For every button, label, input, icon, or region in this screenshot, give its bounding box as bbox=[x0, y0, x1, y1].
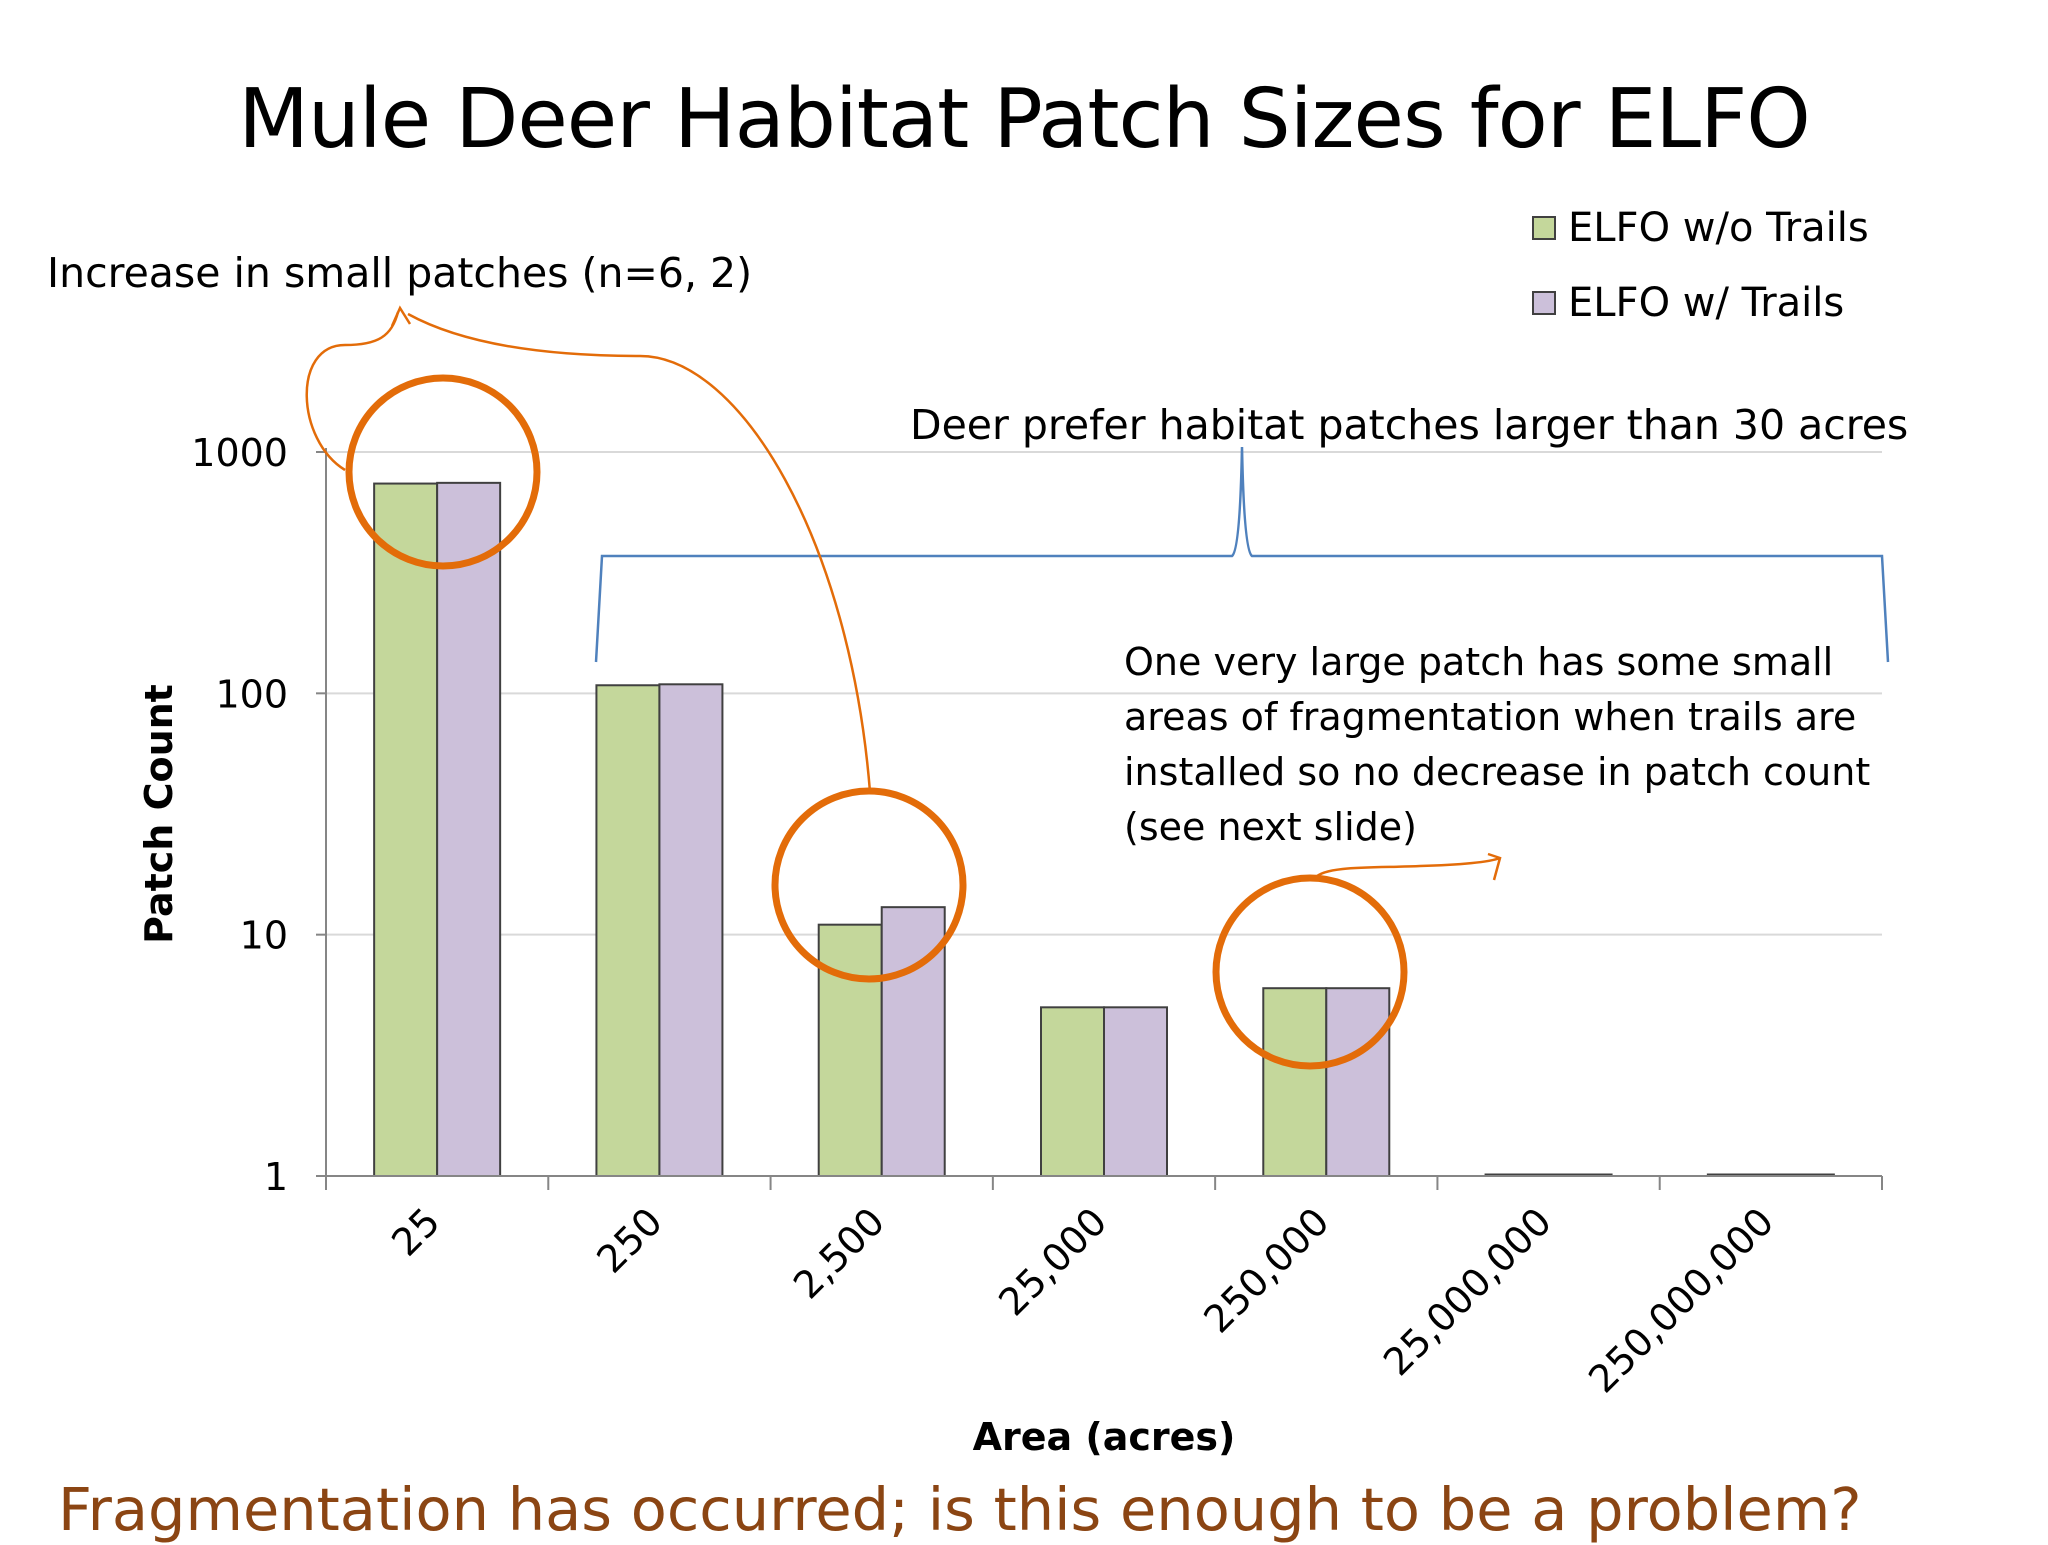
legend-label: ELFO w/o Trails bbox=[1568, 205, 1869, 251]
footer-question: Fragmentation has occurred; is this enou… bbox=[58, 1475, 1862, 1544]
annotation-large-patch-line: One very large patch has some small bbox=[1124, 640, 1834, 684]
bar bbox=[1262, 987, 1328, 1178]
x-tick-label: 250,000 bbox=[1195, 1199, 1337, 1341]
bar bbox=[1040, 1006, 1105, 1177]
x-tick-label: 2,500 bbox=[785, 1199, 893, 1307]
annotation-small-patches: Increase in small patches (n=6, 2) bbox=[47, 249, 753, 297]
bar bbox=[436, 481, 502, 1177]
connector-large-patch bbox=[1314, 856, 1501, 879]
x-tick-label: 250,000,000 bbox=[1580, 1199, 1782, 1401]
preference-brace bbox=[594, 446, 1890, 663]
highlight-circle-250000 bbox=[1212, 874, 1408, 1070]
x-tick-label: 25,000 bbox=[990, 1199, 1115, 1324]
legend-label: ELFO w/ Trails bbox=[1568, 280, 1845, 326]
legend-item-with-trails: ELFO w/ Trails bbox=[1532, 280, 1844, 326]
bars bbox=[373, 481, 1835, 1178]
annotation-deer-prefer: Deer prefer habitat patches larger than … bbox=[910, 401, 1909, 449]
y-tick-label: 100 bbox=[215, 672, 288, 716]
bar bbox=[1325, 987, 1391, 1178]
bar bbox=[373, 482, 439, 1178]
annotation-large-patch-line: (see next slide) bbox=[1124, 805, 1417, 849]
connector-left bbox=[305, 311, 400, 472]
y-tick-label: 1000 bbox=[191, 431, 288, 475]
x-tick-label: 25,000,000 bbox=[1375, 1199, 1560, 1384]
bar bbox=[658, 683, 724, 1177]
bar bbox=[1103, 1006, 1168, 1177]
y-tick-label: 1 bbox=[264, 1155, 288, 1199]
annotation-shapes bbox=[305, 305, 1890, 1070]
bar bbox=[595, 684, 661, 1178]
x-tick-label: 25 bbox=[383, 1199, 448, 1264]
legend-item-without-trails: ELFO w/o Trails bbox=[1532, 205, 1869, 251]
x-tick-label: 250 bbox=[588, 1199, 670, 1281]
connector-right bbox=[407, 312, 872, 793]
legend-swatch bbox=[1532, 291, 1556, 315]
annotation-large-patch-line: installed so no decrease in patch count bbox=[1124, 750, 1871, 794]
annotation-large-patch: One very large patch has some small area… bbox=[1124, 635, 1870, 855]
y-tick-label: 10 bbox=[240, 914, 288, 958]
axes bbox=[316, 448, 1883, 1190]
annotation-large-patch-line: areas of fragmentation when trails are bbox=[1124, 695, 1857, 739]
gridlines bbox=[326, 451, 1882, 936]
arrowhead-up-icon bbox=[390, 305, 412, 327]
arrowhead-right-icon bbox=[1487, 852, 1502, 881]
bar bbox=[817, 923, 883, 1178]
y-axis-title: Patch Count bbox=[137, 684, 181, 944]
highlight-circle-25 bbox=[345, 374, 541, 570]
legend-swatch bbox=[1532, 216, 1556, 240]
slide-title: Mule Deer Habitat Patch Sizes for ELFO bbox=[238, 72, 1811, 167]
x-axis-title: Area (acres) bbox=[973, 1415, 1236, 1459]
